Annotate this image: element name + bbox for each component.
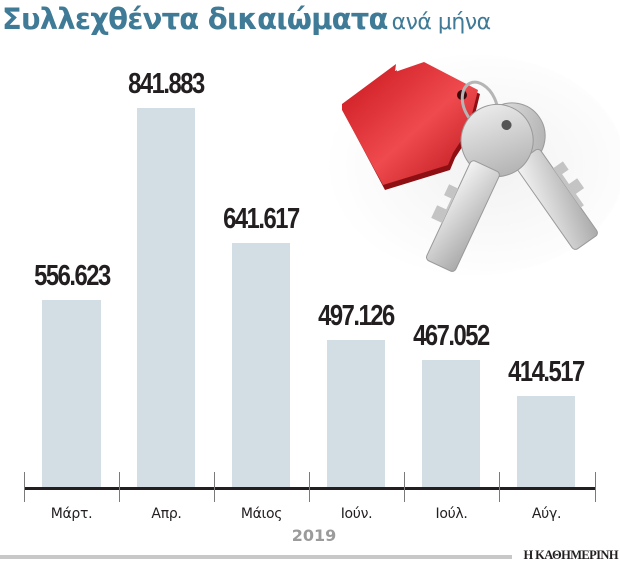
bar-ioul — [422, 360, 480, 488]
axis-tick — [119, 472, 120, 502]
bar-apr — [137, 108, 195, 488]
category-label-ioun: Ιούν. — [340, 506, 373, 522]
category-label-apr: Απρ. — [151, 506, 182, 522]
value-label-maios: 641.617 — [223, 203, 300, 235]
year-label: 2019 — [291, 526, 337, 545]
value-label-apr: 841.883 — [128, 68, 205, 100]
x-axis-line — [24, 487, 596, 490]
axis-tick — [499, 472, 500, 502]
publisher-logo: Η ΚΑΘΗΜΕΡΙΝΗ — [523, 548, 618, 562]
category-label-avg: Αύγ. — [531, 506, 562, 522]
chart-title-main: Συλλεχθέντα δικαιώματα — [2, 2, 388, 36]
category-label-maios: Μάιος — [240, 506, 283, 522]
axis-tick — [309, 472, 310, 502]
axis-tick — [214, 472, 215, 502]
category-label-mart: Μάρτ. — [50, 506, 93, 522]
bar-ioun — [327, 340, 385, 488]
bar-mart — [42, 300, 101, 488]
value-label-mart: 556.623 — [34, 260, 111, 292]
bar-avg — [517, 396, 575, 488]
axis-tick — [595, 472, 596, 502]
footer-divider — [0, 555, 512, 559]
category-label-ioul: Ιούλ. — [435, 506, 468, 522]
chart-title-sub: ανά μήνα — [391, 10, 492, 35]
bar-maios — [232, 243, 290, 488]
house-keychain-icon — [325, 55, 620, 275]
value-label-avg: 414.517 — [508, 356, 585, 388]
value-label-ioun: 497.126 — [318, 300, 395, 332]
value-label-ioul: 467.052 — [413, 320, 490, 352]
axis-tick — [24, 472, 25, 502]
axis-tick — [404, 472, 405, 502]
chart-title: Συλλεχθέντα δικαιώματα ανά μήνα — [2, 2, 491, 36]
